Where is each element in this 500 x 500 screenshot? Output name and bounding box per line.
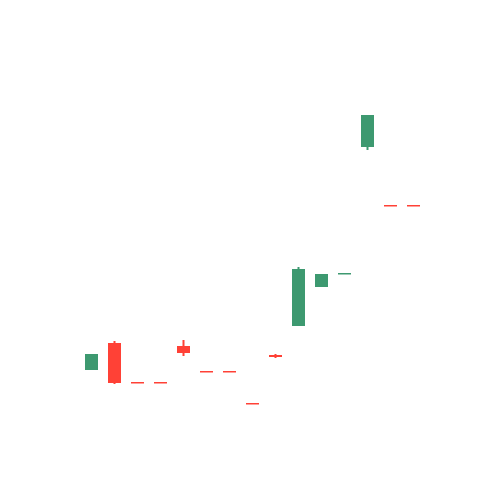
candle-body <box>177 346 190 353</box>
candle-body <box>154 382 167 384</box>
candle-body <box>85 354 98 370</box>
candle-body <box>131 382 144 384</box>
candles-group <box>85 115 420 405</box>
candle-body <box>407 205 420 207</box>
candle-body <box>200 371 213 373</box>
candle-body <box>223 371 236 373</box>
candle-body <box>338 273 351 275</box>
candle-body <box>384 205 397 207</box>
candle-body <box>361 115 374 147</box>
candle-body <box>108 343 121 383</box>
candle-body <box>246 403 259 405</box>
candle-body <box>292 269 305 326</box>
candle-body <box>269 355 282 357</box>
candle-body <box>315 274 328 287</box>
